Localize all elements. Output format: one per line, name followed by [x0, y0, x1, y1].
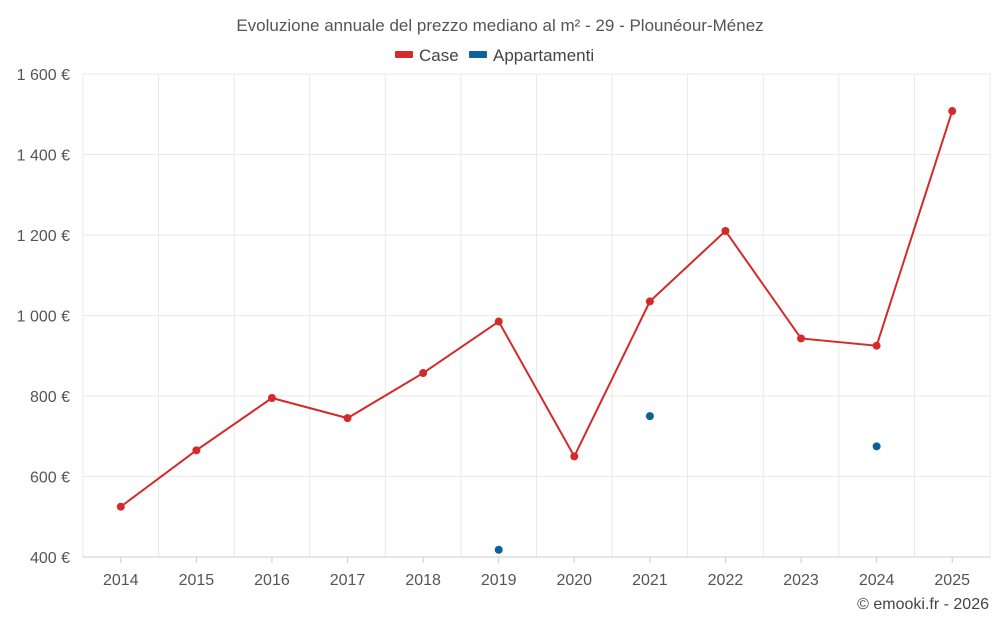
- data-point-case[interactable]: [192, 446, 201, 455]
- data-point-case[interactable]: [494, 317, 503, 326]
- legend: Case Appartamenti: [395, 46, 594, 65]
- x-tick-label: 2023: [783, 572, 819, 589]
- legend-swatch-appartamenti: [469, 51, 487, 58]
- x-tick-label: 2016: [254, 572, 290, 589]
- y-tick-label: 1 200 €: [17, 228, 70, 245]
- data-point-case[interactable]: [116, 502, 125, 511]
- x-tick-label: 2021: [632, 572, 668, 589]
- x-tick-label: 2014: [103, 572, 139, 589]
- grid: [82, 73, 991, 557]
- data-point-case[interactable]: [721, 226, 730, 235]
- y-axis-ticks: 400 € 600 € 800 € 1 000 € 1 200 € 1 400 € 1 60…: [17, 67, 70, 567]
- data-point-case[interactable]: [872, 341, 881, 350]
- data-point-appartamenti[interactable]: [645, 412, 654, 421]
- legend-item-case[interactable]: Case: [395, 46, 459, 65]
- y-tick-label: 600 €: [30, 470, 70, 487]
- data-point-appartamenti[interactable]: [872, 442, 881, 451]
- x-tick-label: 2020: [556, 572, 592, 589]
- legend-label-appartamenti: Appartamenti: [493, 46, 594, 65]
- series-lines: [120, 110, 954, 508]
- chart-title: Evoluzione annuale del prezzo mediano al…: [236, 16, 763, 35]
- x-tick-label: 2022: [708, 572, 744, 589]
- y-tick-label: 1 600 €: [17, 67, 70, 84]
- legend-swatch-case: [395, 51, 413, 58]
- x-tick-label: 2024: [859, 572, 895, 589]
- data-point-case[interactable]: [419, 369, 428, 378]
- credit-text: © emooki.fr - 2026: [857, 596, 989, 613]
- legend-item-appartamenti[interactable]: Appartamenti: [469, 46, 594, 65]
- data-point-case[interactable]: [343, 414, 352, 423]
- series-line-case: [120, 110, 954, 508]
- y-tick-label: 800 €: [30, 389, 70, 406]
- x-tick-label: 2018: [405, 572, 441, 589]
- data-point-appartamenti[interactable]: [494, 545, 503, 554]
- x-tick-label: 2025: [934, 572, 970, 589]
- x-axis-ticks: 2014 2015 2016 2017 2018 2019 2020 2021 2022 2023…: [103, 557, 970, 589]
- y-tick-label: 400 €: [30, 550, 70, 567]
- series-points: [116, 107, 957, 554]
- x-tick-label: 2019: [481, 572, 517, 589]
- data-point-case[interactable]: [645, 297, 654, 306]
- x-tick-label: 2015: [179, 572, 215, 589]
- y-tick-label: 1 400 €: [17, 148, 70, 165]
- data-point-case[interactable]: [267, 394, 276, 403]
- legend-label-case: Case: [419, 46, 459, 65]
- data-point-case[interactable]: [797, 334, 806, 343]
- data-point-case[interactable]: [570, 452, 579, 461]
- x-tick-label: 2017: [330, 572, 366, 589]
- y-tick-label: 1 000 €: [17, 309, 70, 326]
- data-point-case[interactable]: [948, 107, 957, 116]
